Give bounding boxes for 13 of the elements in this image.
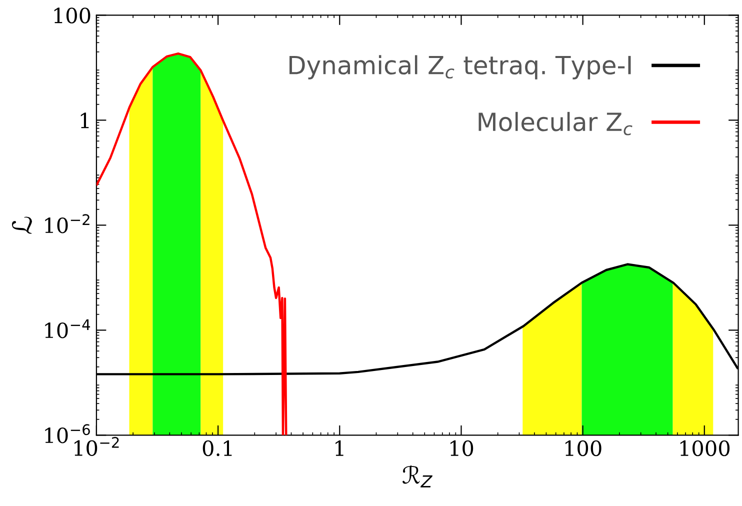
x-axis-title: ℛ$_{Z}$ xyxy=(402,465,432,488)
legend-label: Dynamical Z$_{c}$ tetraq. Type-I xyxy=(289,55,631,80)
y-tick-label: 10$^{−2}$ xyxy=(45,214,90,234)
y-tick-label: 100 xyxy=(54,8,90,24)
y-tick-label: 10$^{−4}$ xyxy=(45,319,90,338)
x-tick-label: 1000 xyxy=(680,440,730,456)
x-tick-label: 1 xyxy=(336,440,344,456)
y-tick-label: 1 xyxy=(80,112,89,128)
x-tick-label: 100 xyxy=(565,440,602,456)
x-tick-label: 0.1 xyxy=(202,440,232,456)
x-tick-label: 10 xyxy=(450,440,474,456)
legend-label: Molecular Z$_{c}$ xyxy=(478,112,632,136)
y-axis-title: ℒ xyxy=(12,216,32,234)
